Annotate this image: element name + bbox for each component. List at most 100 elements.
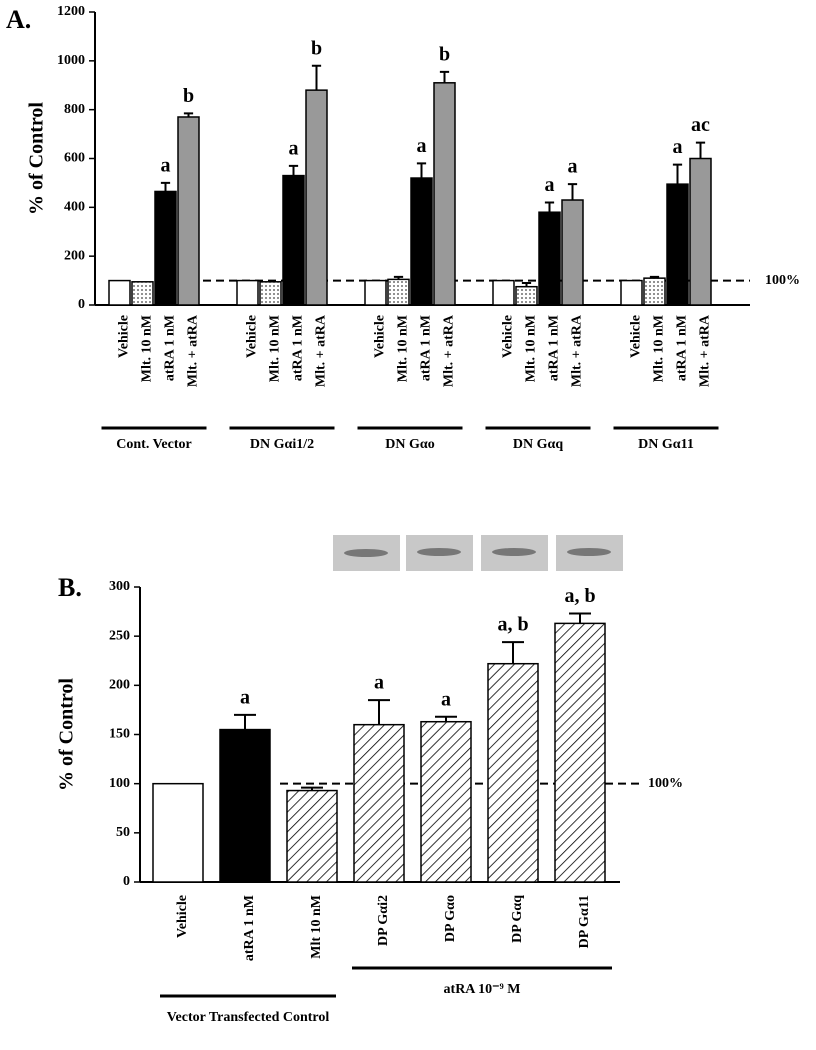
panel-label: B. <box>58 573 82 602</box>
x-tick-label: DP Gα11 <box>577 895 592 948</box>
x-tick-label: Vehicle <box>629 315 644 358</box>
x-tick-label: atRA 1 nM <box>163 315 178 381</box>
x-tick-label: Mlt. 10 nM <box>652 315 667 382</box>
significance-label: a <box>673 136 683 158</box>
y-tick-label: 800 <box>64 102 85 117</box>
y-tick-label: 1000 <box>57 53 85 68</box>
significance-label: a <box>545 174 555 196</box>
bar <box>561 199 584 306</box>
error-bar <box>301 786 323 791</box>
bar <box>282 174 305 306</box>
y-tick-label: 400 <box>64 200 85 215</box>
significance-label: a <box>289 137 299 159</box>
bar <box>433 82 456 306</box>
x-tick-label: DP Gαo <box>443 895 458 942</box>
x-tick-label: Mlt. + atRA <box>186 314 201 387</box>
error-bar <box>544 201 555 213</box>
error-bar <box>672 163 683 185</box>
significance-label: b <box>183 85 194 107</box>
bar <box>286 789 338 883</box>
x-tick-label: Vehicle <box>373 315 388 358</box>
reference-label: 100% <box>648 776 683 791</box>
y-tick-label: 150 <box>109 727 130 742</box>
error-bar <box>416 162 427 179</box>
bar <box>259 281 282 306</box>
bar <box>420 720 472 883</box>
x-tick-label: Mlt. + atRA <box>698 314 713 387</box>
x-tick-label: Mlt 10 nM <box>309 895 324 959</box>
bar <box>305 89 328 306</box>
bar <box>219 728 271 883</box>
x-tick-label: atRA 1 nM <box>675 315 690 381</box>
x-tick-label: Mlt. + atRA <box>570 314 585 387</box>
error-bar <box>502 641 524 664</box>
y-axis-label: % of Control <box>56 678 78 791</box>
significance-label: a, b <box>497 614 528 636</box>
x-tick-label: Mlt. + atRA <box>442 314 457 387</box>
error-bar <box>695 141 706 159</box>
group-label: Cont. Vector <box>116 437 191 452</box>
y-tick-label: 0 <box>78 297 85 312</box>
y-tick-label: 300 <box>109 579 130 594</box>
significance-label: a <box>240 686 250 708</box>
x-tick-label: atRA 1 nM <box>419 315 434 381</box>
bar <box>666 183 689 306</box>
x-tick-label: atRA 1 nM <box>242 895 257 961</box>
y-axis-label: % of Control <box>26 102 48 215</box>
blots <box>333 535 623 571</box>
x-tick-label: Mlt. 10 nM <box>140 315 155 382</box>
bar <box>154 190 177 306</box>
error-bar <box>569 612 591 624</box>
significance-label: b <box>311 37 322 59</box>
y-tick-label: 0 <box>123 874 130 889</box>
x-tick-label: DP Gαi2 <box>376 895 391 946</box>
bar <box>492 279 515 306</box>
bar <box>620 279 643 306</box>
x-tick-label: Mlt. + atRA <box>314 314 329 387</box>
bar <box>236 279 259 306</box>
bar <box>689 157 712 306</box>
y-tick-label: 100 <box>109 776 130 791</box>
error-bar <box>567 183 578 201</box>
significance-label: a <box>417 135 427 157</box>
bar <box>515 285 538 306</box>
significance-label: b <box>439 43 450 65</box>
error-bar <box>435 715 457 722</box>
x-tick-label: DP Gαq <box>510 895 525 943</box>
y-tick-label: 600 <box>64 151 85 166</box>
bar <box>152 782 204 883</box>
error-bar <box>234 713 256 730</box>
bar <box>364 279 387 306</box>
error-bar <box>649 275 660 279</box>
group-label: DN Gα11 <box>638 437 694 452</box>
group-label: Vector Transfected Control <box>167 1010 330 1025</box>
bar <box>177 116 200 306</box>
x-tick-label: Mlt. 10 nM <box>268 315 283 382</box>
x-tick-label: Mlt. 10 nM <box>396 315 411 382</box>
x-tick-label: Vehicle <box>501 315 516 358</box>
group-label: DN Gαq <box>513 437 563 452</box>
error-bar <box>183 112 194 117</box>
bar <box>410 177 433 306</box>
y-tick-label: 250 <box>109 628 130 643</box>
reference-label: 100% <box>765 273 800 288</box>
significance-label: a <box>568 156 578 178</box>
error-bar <box>288 164 299 176</box>
error-bar <box>393 275 404 280</box>
significance-label: a <box>161 155 171 177</box>
x-tick-label: Vehicle <box>117 315 132 358</box>
x-tick-label: Mlt. 10 nM <box>524 315 539 382</box>
significance-label: ac <box>691 114 710 136</box>
bar <box>487 662 539 883</box>
x-tick-label: atRA 1 nM <box>291 315 306 381</box>
x-tick-label: atRA 1 nM <box>547 315 562 381</box>
bar <box>538 211 561 306</box>
bar <box>131 281 154 306</box>
error-bar <box>160 181 171 192</box>
x-tick-label: Vehicle <box>245 315 260 358</box>
bar <box>643 277 666 306</box>
y-tick-label: 1200 <box>57 4 85 19</box>
significance-label: a, b <box>564 585 595 607</box>
significance-label: a <box>441 688 451 710</box>
